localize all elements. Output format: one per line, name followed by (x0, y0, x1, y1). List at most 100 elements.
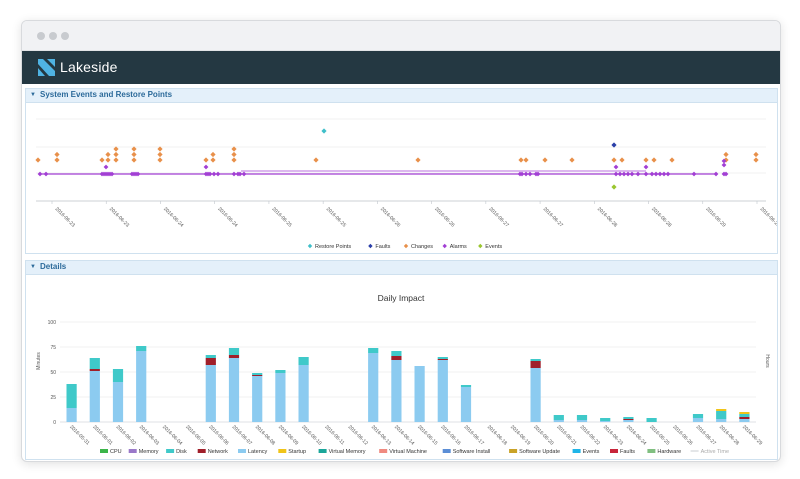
bar-segment[interactable] (600, 421, 611, 422)
legend-marker-icon[interactable] (442, 243, 447, 249)
alarm-marker[interactable] (535, 171, 541, 177)
event-marker[interactable] (611, 184, 617, 190)
legend-item[interactable]: Faults (375, 244, 390, 250)
restore-point-marker[interactable] (321, 128, 327, 134)
bar-segment[interactable] (252, 375, 263, 376)
bar-segment[interactable] (553, 420, 564, 422)
bar-segment[interactable] (437, 359, 448, 360)
change-marker[interactable] (231, 151, 237, 158)
change-marker[interactable] (723, 151, 729, 158)
change-marker[interactable] (723, 157, 729, 163)
alarm-marker[interactable] (215, 171, 221, 177)
legend-item[interactable]: Hardware (657, 449, 681, 455)
legend-marker-icon[interactable] (368, 243, 373, 249)
change-marker[interactable] (753, 151, 759, 158)
alarm-marker[interactable] (661, 171, 667, 177)
alarm-marker[interactable] (657, 171, 663, 177)
alarm-marker[interactable] (231, 171, 237, 177)
alarm-marker[interactable] (721, 162, 727, 168)
alarm-marker[interactable] (723, 171, 729, 177)
legend-item[interactable]: Network (208, 449, 228, 455)
bar-segment[interactable] (228, 358, 240, 422)
legend-item[interactable]: Events (583, 449, 600, 455)
change-marker[interactable] (542, 157, 548, 163)
alarm-marker[interactable] (109, 171, 115, 177)
bar-segment[interactable] (275, 373, 286, 422)
alarm-marker[interactable] (527, 171, 533, 177)
alarm-marker[interactable] (103, 164, 109, 170)
bar-segment[interactable] (368, 353, 379, 422)
alarm-marker[interactable] (523, 171, 529, 177)
change-marker[interactable] (569, 157, 575, 163)
bar-segment[interactable] (205, 358, 216, 365)
legend-item[interactable]: CPU (110, 449, 122, 455)
alarm-marker[interactable] (649, 171, 655, 177)
alarm-marker[interactable] (37, 171, 43, 177)
legend-item[interactable]: Active Time (701, 449, 729, 455)
change-marker[interactable] (99, 157, 105, 163)
bar-segment[interactable] (716, 409, 727, 411)
alarm-marker[interactable] (613, 171, 619, 177)
bar-segment[interactable] (646, 418, 657, 422)
change-marker[interactable] (35, 157, 41, 163)
alarm-marker[interactable] (713, 171, 719, 177)
alarm-marker[interactable] (635, 171, 641, 177)
collapse-caret-icon[interactable]: ▼ (30, 92, 36, 98)
bar-segment[interactable] (623, 417, 634, 419)
change-marker[interactable] (131, 151, 137, 158)
alarm-marker[interactable] (519, 171, 525, 177)
bar-segment[interactable] (205, 365, 216, 422)
change-marker[interactable] (415, 157, 421, 163)
legend-item[interactable]: Events (485, 244, 502, 250)
bar-segment[interactable] (368, 348, 379, 353)
bar-segment[interactable] (623, 420, 634, 422)
legend-item[interactable]: Restore Points (315, 244, 351, 250)
bar-segment[interactable] (530, 359, 541, 361)
change-marker[interactable] (651, 157, 657, 163)
change-marker[interactable] (669, 157, 675, 163)
legend-marker-icon[interactable] (403, 243, 409, 249)
legend-item[interactable]: Virtual Machine (389, 449, 427, 455)
bar-segment[interactable] (66, 384, 77, 408)
change-marker[interactable] (131, 157, 137, 163)
change-marker[interactable] (157, 146, 163, 152)
alarm-marker[interactable] (691, 171, 697, 177)
bar-segment[interactable] (739, 414, 750, 417)
alarm-marker[interactable] (241, 171, 247, 177)
change-marker[interactable] (54, 157, 60, 163)
legend-marker-icon[interactable] (307, 243, 313, 249)
bar-segment[interactable] (576, 415, 588, 420)
change-marker[interactable] (105, 157, 111, 163)
legend-item[interactable]: Startup (288, 449, 306, 455)
change-marker[interactable] (54, 151, 60, 158)
bar-segment[interactable] (391, 351, 402, 356)
bar-segment[interactable] (739, 412, 750, 414)
alarm-marker[interactable] (643, 164, 649, 170)
change-marker[interactable] (231, 157, 237, 163)
bar-segment[interactable] (391, 356, 402, 360)
legend-item[interactable]: Changes (411, 244, 433, 250)
legend-item[interactable]: Faults (620, 449, 635, 455)
change-marker[interactable] (210, 151, 216, 158)
bar-segment[interactable] (437, 360, 448, 422)
alarm-marker[interactable] (617, 171, 623, 177)
bar-segment[interactable] (136, 351, 147, 422)
alarm-marker[interactable] (135, 171, 141, 177)
change-marker[interactable] (131, 146, 137, 152)
bar-segment[interactable] (89, 358, 100, 369)
legend-item[interactable]: Software Update (519, 449, 560, 455)
bar-segment[interactable] (252, 376, 263, 422)
alarm-marker[interactable] (721, 158, 727, 164)
bar-segment[interactable] (460, 387, 472, 422)
bar-segment[interactable] (739, 417, 750, 419)
bar-segment[interactable] (298, 357, 309, 365)
bar-segment[interactable] (89, 371, 100, 422)
bar-segment[interactable] (391, 360, 402, 422)
change-marker[interactable] (643, 157, 649, 163)
bar-segment[interactable] (112, 382, 124, 422)
legend-item[interactable]: Alarms (450, 244, 467, 250)
bar-segment[interactable] (252, 373, 263, 375)
bar-segment[interactable] (228, 355, 240, 358)
change-marker[interactable] (113, 146, 119, 152)
fault-marker[interactable] (611, 142, 617, 148)
